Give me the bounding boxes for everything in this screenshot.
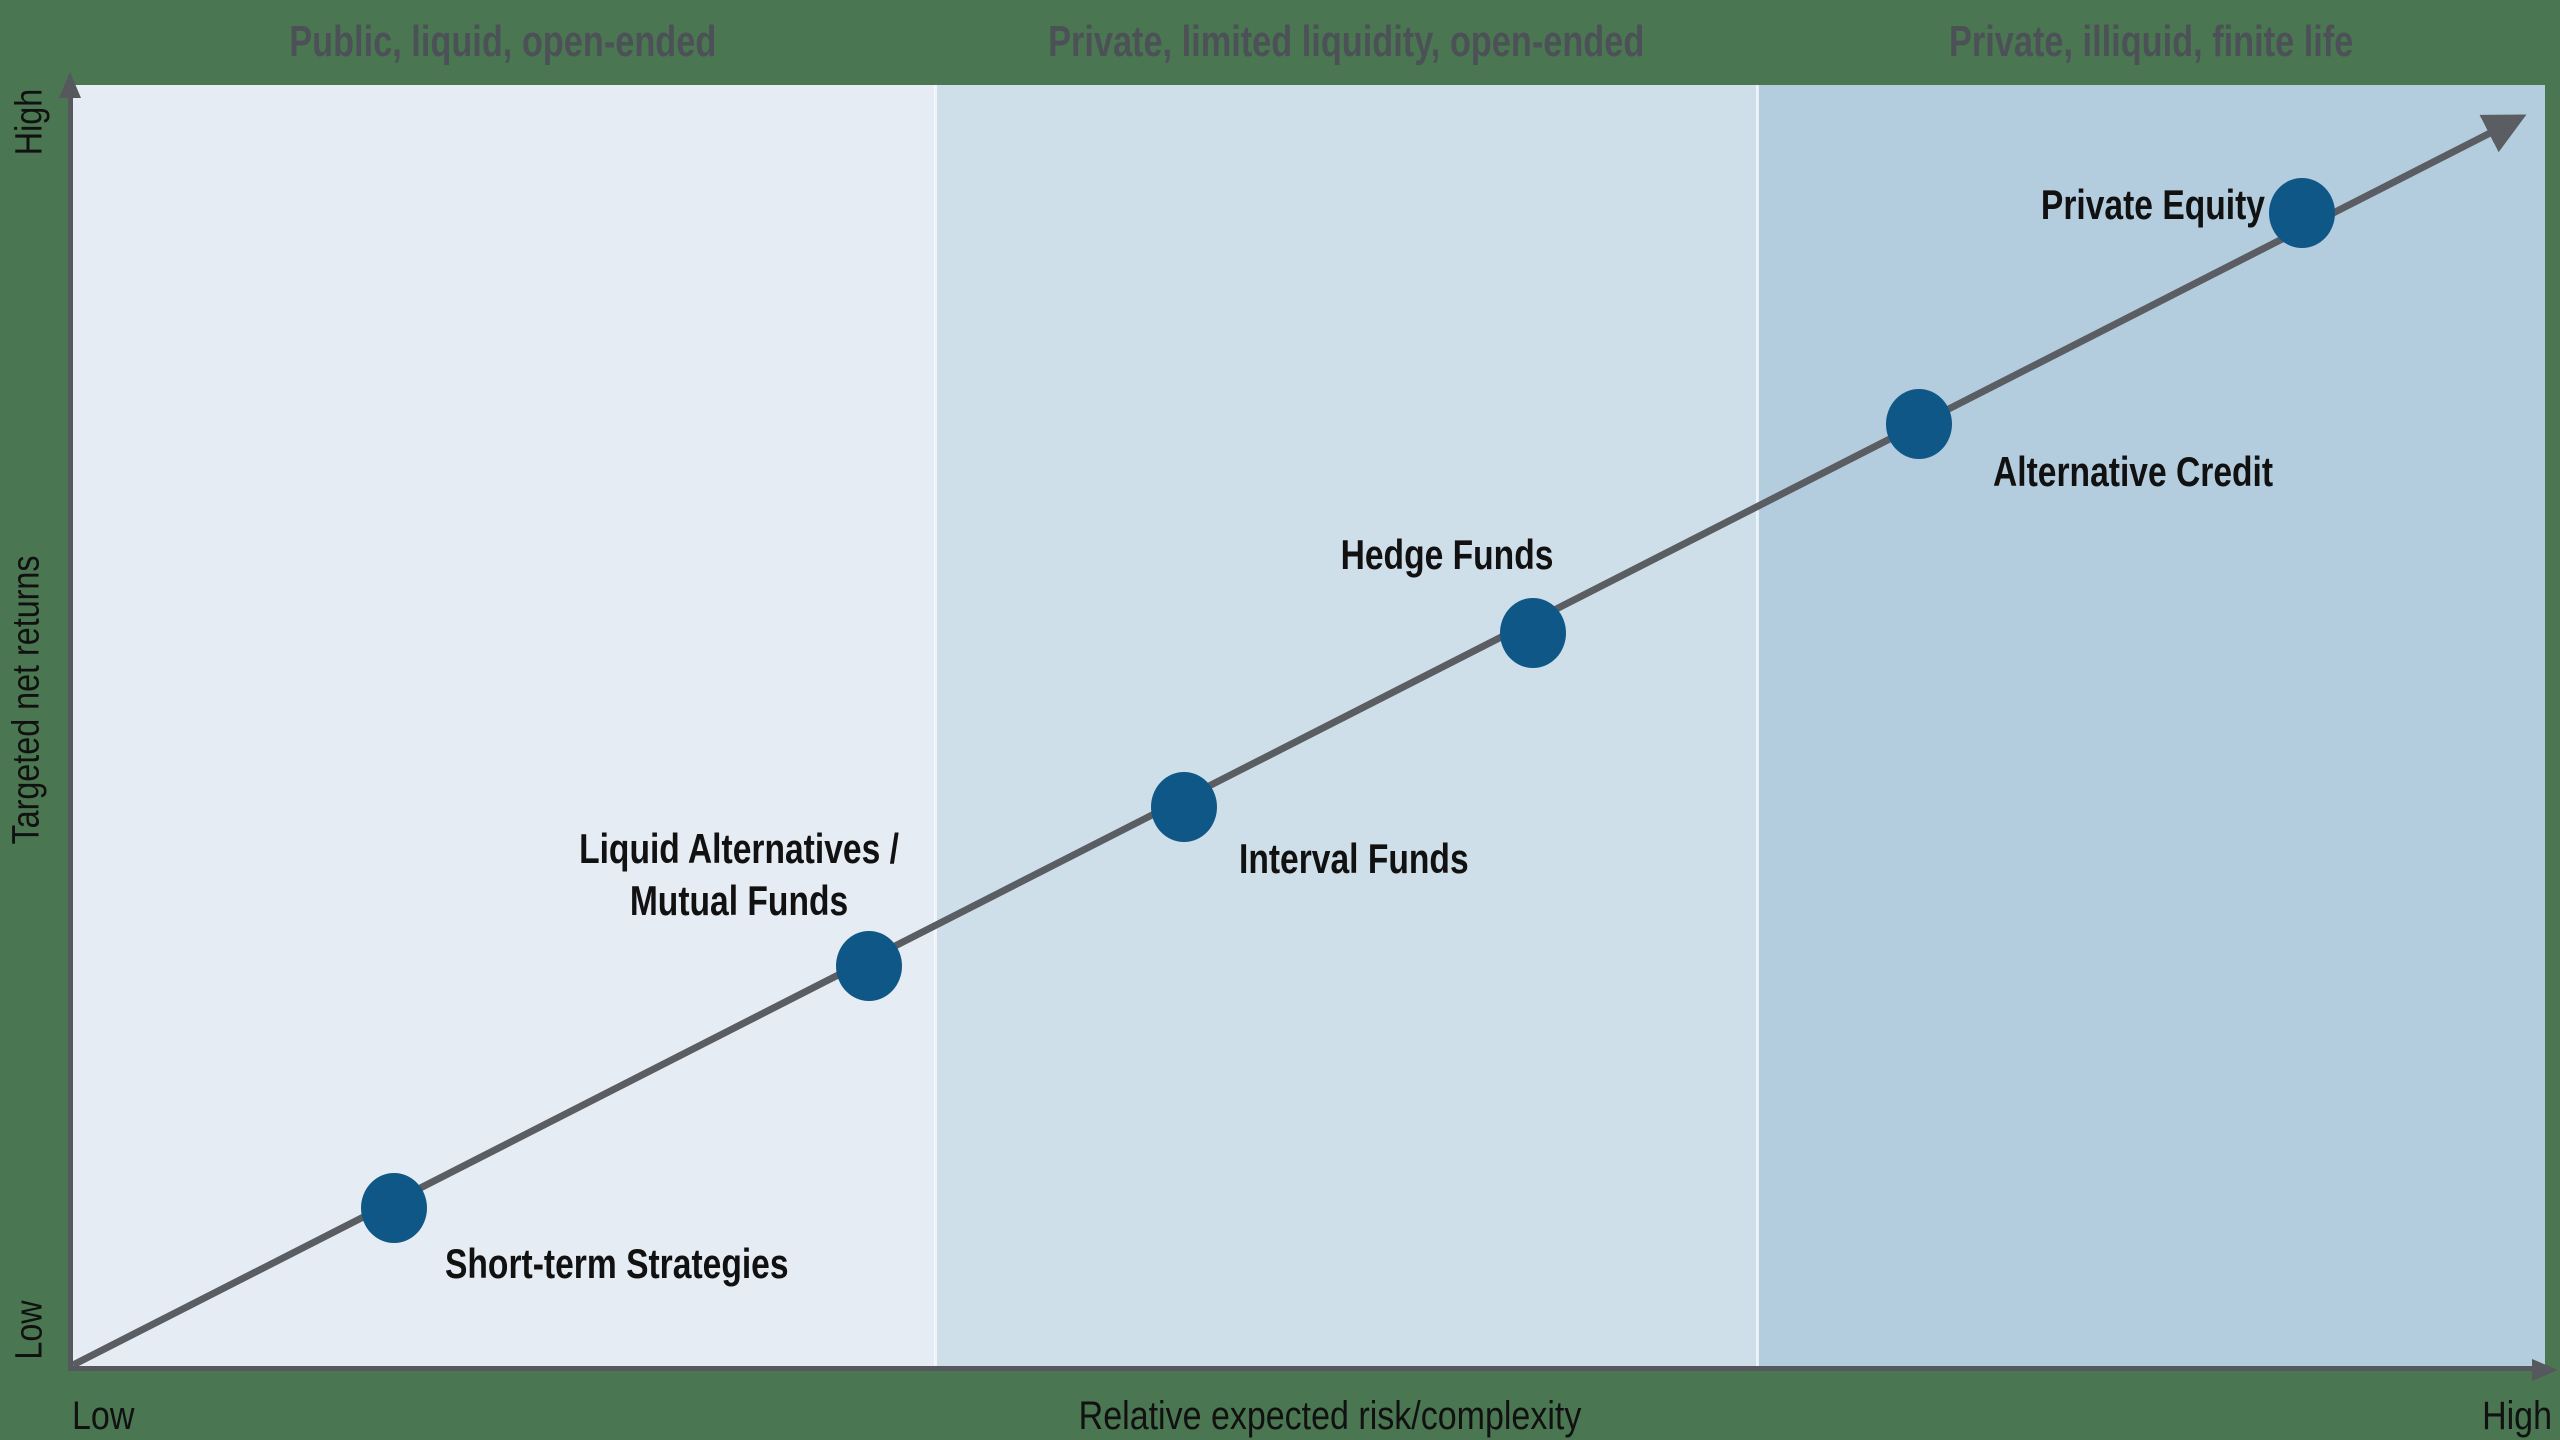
y-axis-low-text: Low <box>8 1300 51 1360</box>
point-label-text: Private Equity <box>2041 181 2266 229</box>
data-point-short-term-strategies <box>361 1172 428 1243</box>
band-0 <box>70 85 935 1368</box>
y-axis-line <box>68 94 73 1370</box>
x-axis-high-text: High <box>2482 1394 2552 1438</box>
y-axis-title: Targeted net returns <box>6 530 49 870</box>
x-axis-line <box>68 1366 2538 1371</box>
y-axis-arrowhead-icon <box>59 72 81 98</box>
band-header-1: Private, limited liquidity, open-ended <box>935 14 1758 70</box>
x-axis-low-label: Low <box>72 1392 145 1440</box>
point-label-interval-funds: Interval Funds <box>1239 833 1526 885</box>
trend-arrow <box>71 114 2527 1368</box>
band-divider-1 <box>933 85 937 1368</box>
y-axis-high-label: High <box>9 83 52 161</box>
band-1 <box>935 85 1758 1368</box>
point-label-liquid-alternatives: Liquid Alternatives / Mutual Funds <box>540 823 940 927</box>
point-label-text: Hedge Funds <box>1340 530 1554 578</box>
point-label-private-equity: Private Equity <box>1985 179 2265 231</box>
y-axis-title-text: Targeted net returns <box>5 555 48 845</box>
point-label-text: Short-term Strategies <box>445 1239 789 1287</box>
x-axis-low-text: Low <box>72 1394 135 1438</box>
y-axis-low-label: Low <box>9 1295 52 1365</box>
data-point-private-equity <box>2269 178 2336 249</box>
point-label-short-term-strategies: Short-term Strategies <box>445 1238 874 1290</box>
y-axis-high-text: High <box>8 88 51 156</box>
point-label-text: Interval Funds <box>1238 835 1469 883</box>
band-header-2: Private, illiquid, finite life <box>1758 14 2545 70</box>
point-label-text: Alternative Credit <box>1992 447 2273 495</box>
plot-area: Short-term Strategies Liquid Alternatives… <box>70 85 2545 1368</box>
point-label-alternative-credit: Alternative Credit <box>1993 446 2343 498</box>
data-point-hedge-funds <box>1499 597 1566 668</box>
data-point-interval-funds <box>1150 772 1217 843</box>
x-axis-high-label: High <box>2470 1392 2552 1440</box>
point-label-hedge-funds: Hedge Funds <box>1314 529 1580 581</box>
x-axis-title-text: Relative expected risk/complexity <box>1078 1394 1582 1438</box>
band-header-0: Public, liquid, open-ended <box>70 14 935 70</box>
band-header-text: Private, illiquid, finite life <box>1949 17 2354 66</box>
band-header-text: Private, limited liquidity, open-ended <box>1048 17 1645 66</box>
data-point-alternative-credit <box>1885 388 1952 459</box>
x-axis-arrowhead-icon <box>2532 1359 2558 1381</box>
band-divider-2 <box>1756 85 1760 1368</box>
x-axis-title: Relative expected risk/complexity <box>1034 1392 1625 1440</box>
band-2 <box>1757 85 2545 1368</box>
data-point-liquid-alternatives <box>836 931 903 1002</box>
point-label-text: Liquid Alternatives / Mutual Funds <box>579 825 900 925</box>
band-header-text: Public, liquid, open-ended <box>288 17 717 66</box>
